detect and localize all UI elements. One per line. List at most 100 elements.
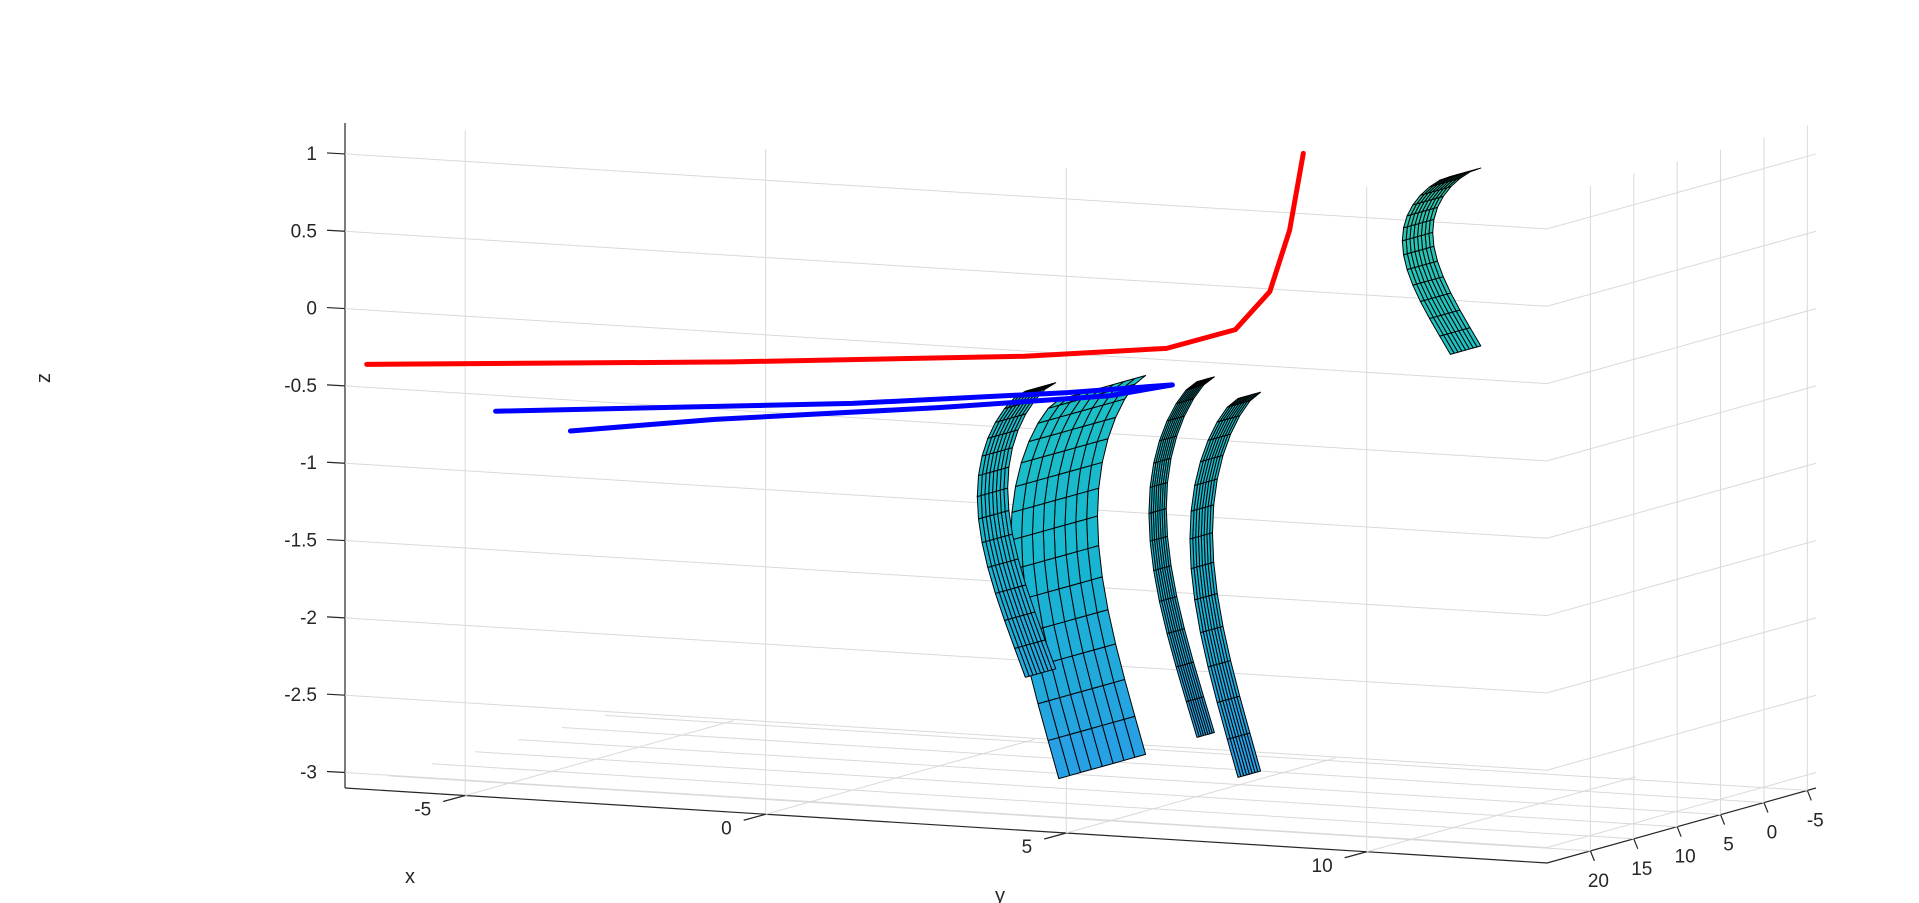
z-tick-label: 1 [306,144,317,165]
surface-patch [1064,493,1078,526]
y-tick-mark [1676,826,1682,837]
grid-line [605,714,1808,791]
surface-patch [1064,521,1078,556]
z-tick-label: -2 [300,608,317,629]
y-tick-mark [1589,850,1595,862]
surface-patch [1042,499,1056,532]
z-tick-label: -1 [300,453,317,474]
surface-patch [1226,738,1242,778]
grid-line [765,738,1035,815]
surface-patch [1031,502,1045,535]
grid-lines [344,125,1817,853]
z-axis-label: z [33,373,55,383]
x-axis: 10 5 0 -5 [414,794,1367,877]
grid-line [344,230,1548,307]
grid-line [344,153,1548,230]
z-axis: 1 0.5 0 -0.5 -1 -1.5 -2 -2.5 -3 [284,144,346,784]
surface-patch [1021,505,1035,538]
z-tick-mark [326,770,346,774]
axes-box [344,123,1817,864]
z-tick-mark [326,538,346,542]
grid-line [344,772,1548,849]
line-series [364,150,1306,434]
surface-mesh [976,167,1482,780]
x-tick-label: 5 [1022,837,1033,858]
surface-patch [1439,334,1455,355]
grid-line [1366,776,1636,853]
grid-line [344,385,1548,462]
grid-line [518,739,1721,816]
x-tick-label: 0 [721,818,732,839]
surface-patch [1014,646,1030,678]
y-tick-mark [1633,838,1639,850]
z-tick-mark [326,461,346,464]
y-tick-label: 20 [1588,871,1609,892]
y-axis-line [1546,787,1817,864]
z-tick-label: -3 [300,763,317,784]
z-tick-label: -1.5 [284,531,317,552]
z-tick-label: -0.5 [284,376,317,397]
grid-line [344,308,1548,385]
grid-line [344,540,1548,617]
grid-line [344,694,1548,771]
grid-line [1546,385,1817,462]
y-tick-label: 5 [1723,835,1734,856]
surface-patch [1185,700,1200,738]
x-tick-label: -5 [414,800,431,821]
surface-patch [1401,226,1408,242]
grid-line [431,763,1634,840]
y-tick-mark [1763,802,1769,813]
grid-line [1546,617,1817,694]
series-line-1 [493,382,1175,434]
x-tick-mark [743,813,766,821]
grid-line [344,462,1548,539]
series-line-0 [364,150,1306,367]
z-tick-mark [326,306,346,310]
x-axis-label: x [405,866,415,888]
z-tick-mark [326,616,346,619]
grid-line [1546,462,1817,539]
z-tick-label: -2.5 [284,685,317,706]
grid-line [475,751,1678,828]
y-tick-label: 0 [1767,823,1778,844]
z-tick-mark [326,384,346,387]
x-tick-mark [1344,851,1367,859]
surface-patch [1086,487,1100,520]
grid-line [1546,540,1817,617]
surface-patch [1189,537,1195,570]
z-tick-label: 0.5 [291,221,317,242]
z-tick-mark [326,152,346,155]
surface-patch [1053,524,1067,559]
grid-line [465,720,735,796]
y-tick-label: 10 [1675,847,1696,868]
surface-patch [976,495,983,520]
surface-patch [1075,490,1089,523]
z-tick-label: 0 [306,299,317,320]
grid-line [561,727,1764,804]
grid-line [1546,153,1817,230]
surface-patch [1086,515,1100,550]
surface-patch [1042,527,1056,562]
grid-line [1546,230,1817,307]
surface-patch [1031,530,1045,565]
surface-patch [1021,533,1035,568]
grid-line [1546,694,1817,771]
surface-patch [1047,737,1071,780]
x-tick-label: 10 [1312,856,1333,877]
z-tick-mark [326,693,346,696]
y-tick-label: 15 [1631,859,1652,880]
grid-line [344,617,1548,694]
surface-patch [1075,518,1089,553]
y-tick-mark [1719,814,1726,825]
grid-line [1066,757,1336,834]
x-axis-line [344,787,1548,864]
x-tick-mark [1044,832,1067,840]
grid-line [1546,308,1817,385]
grid-line [1546,772,1817,849]
surface-patch [1401,239,1408,256]
surface-patch [1053,496,1067,529]
grid-line [388,775,1591,852]
z-tick-mark [326,229,346,232]
y-axis-label: y [995,885,1005,903]
